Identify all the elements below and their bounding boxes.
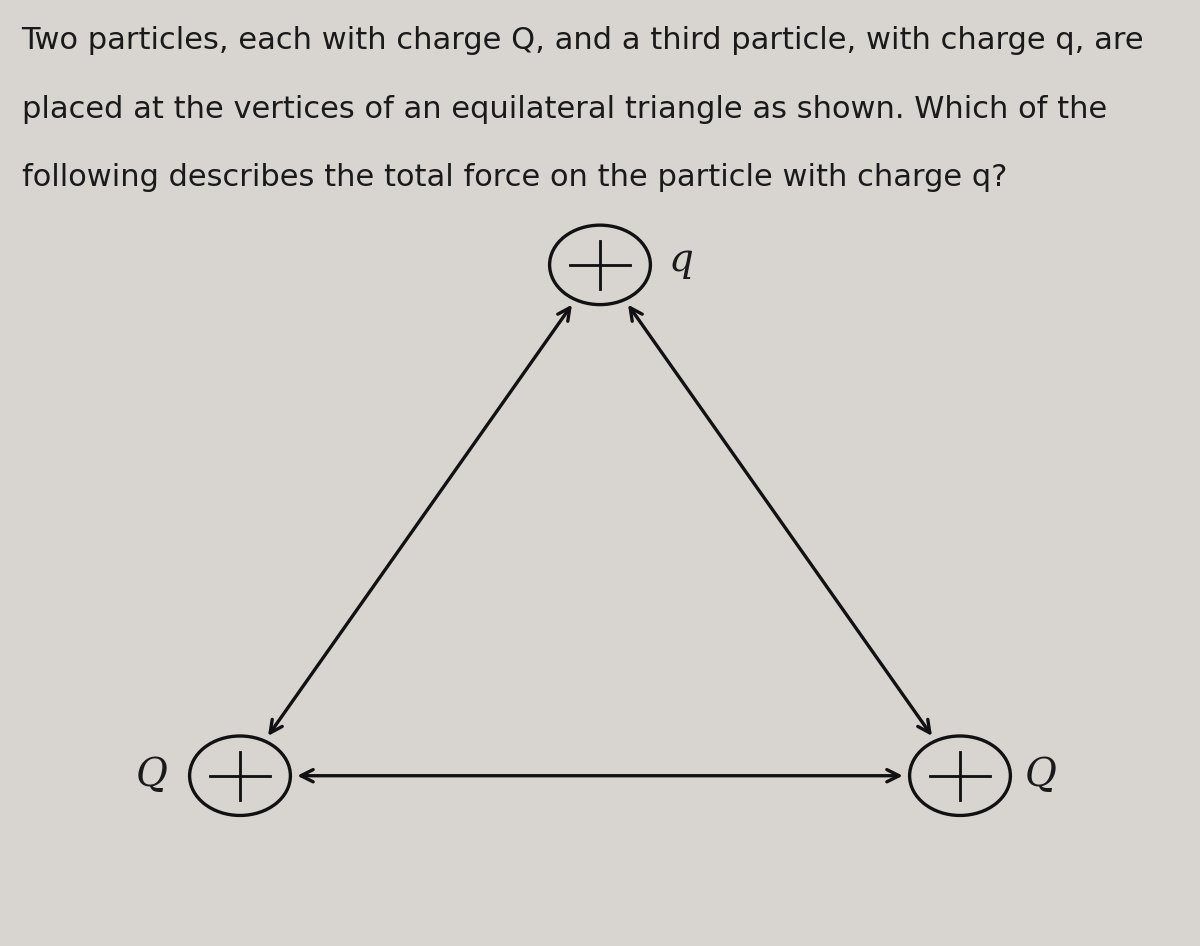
Text: following describes the total force on the particle with charge q?: following describes the total force on t… — [22, 163, 1007, 192]
Text: q: q — [668, 241, 694, 279]
Text: placed at the vertices of an equilateral triangle as shown. Which of the: placed at the vertices of an equilateral… — [22, 95, 1106, 124]
Text: Two particles, each with charge Q, and a third particle, with charge q, are: Two particles, each with charge Q, and a… — [22, 26, 1145, 56]
Text: Q: Q — [1025, 757, 1057, 795]
Text: Q: Q — [136, 757, 168, 795]
